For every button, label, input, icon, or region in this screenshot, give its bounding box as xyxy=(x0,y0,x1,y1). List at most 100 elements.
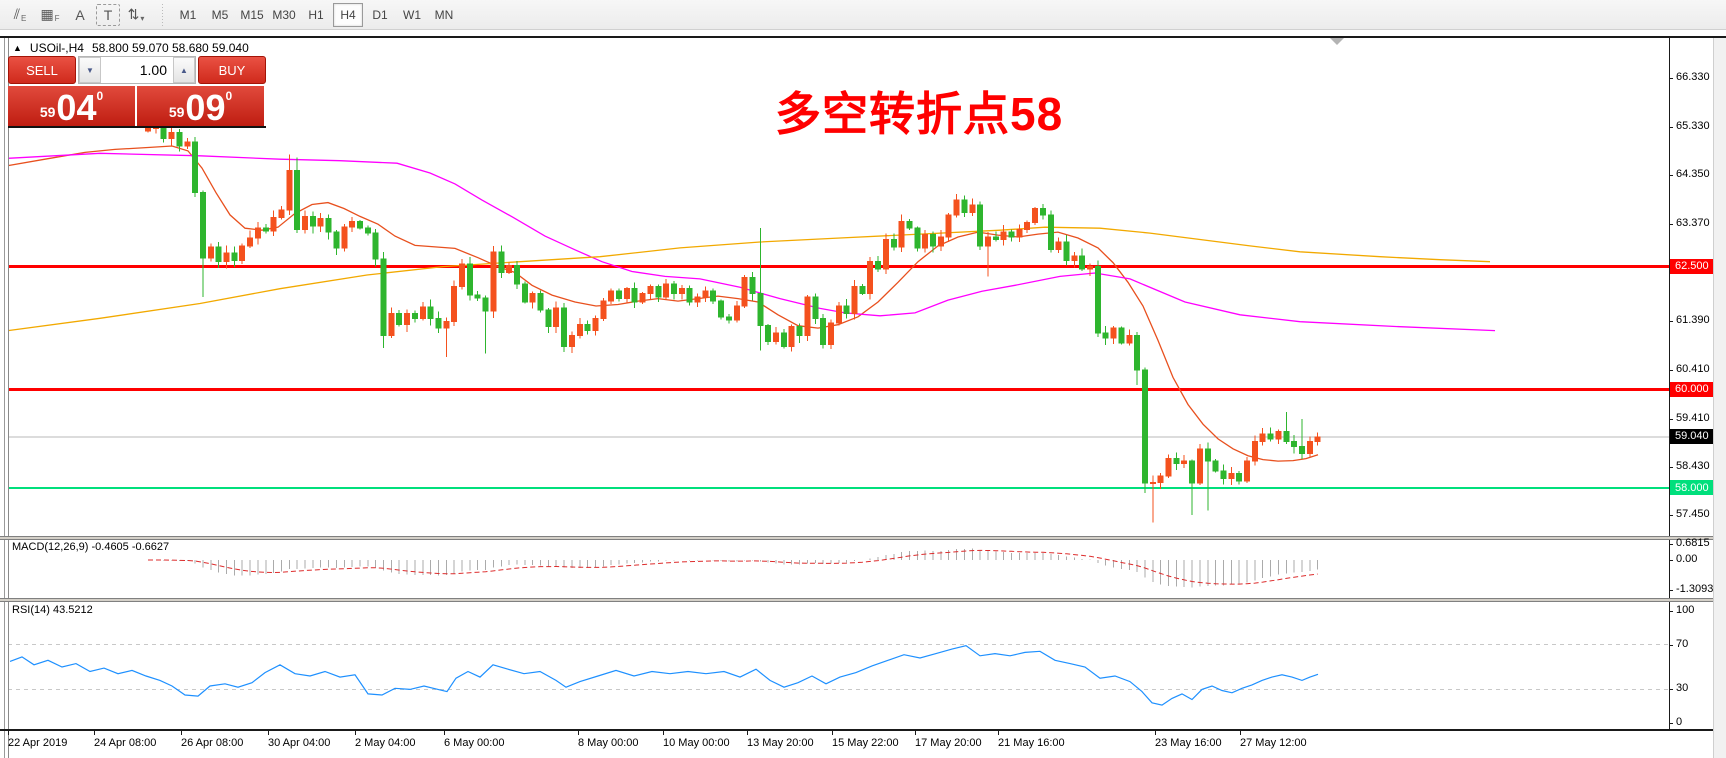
ma-slow-line xyxy=(7,226,1491,332)
price-axis-label: 64.350 xyxy=(1676,168,1710,181)
candle-body xyxy=(1298,445,1305,455)
candle-body xyxy=(1157,475,1164,483)
candle-body xyxy=(1087,266,1093,270)
bid-price-main: 59 xyxy=(39,104,56,120)
candle-body xyxy=(513,265,520,285)
candle-body xyxy=(545,309,552,328)
candle-body xyxy=(388,312,395,337)
arrows-dropdown-icon: ▾ xyxy=(140,14,145,23)
candle-body xyxy=(396,312,403,326)
price-tag-62.500: 62.500 xyxy=(1670,258,1720,274)
lines-tool-button[interactable]: ⫽ E xyxy=(6,2,34,28)
time-axis-border xyxy=(0,729,1714,731)
candle-body xyxy=(796,326,803,337)
candle-body xyxy=(1055,241,1062,250)
time-axis-label: 15 May 22:00 xyxy=(832,737,899,749)
tab-timeframe-m1[interactable]: M1 xyxy=(179,7,197,22)
candle-body xyxy=(278,209,285,218)
price-axis-label: 66.330 xyxy=(1676,71,1710,83)
symbol-title: USOil-,H4 xyxy=(29,41,84,55)
tab-timeframe-m15[interactable]: M15 xyxy=(240,7,264,22)
candle-body xyxy=(411,312,418,319)
candle-body xyxy=(207,246,214,259)
candle-body xyxy=(725,316,732,321)
candle-body xyxy=(247,237,254,247)
text-tool-button[interactable]: T xyxy=(96,3,120,26)
tab-timeframe-d1[interactable]: D1 xyxy=(372,7,388,22)
rsi-indicator-label: RSI(14) 43.5212 xyxy=(12,604,93,616)
macd-axis-tick xyxy=(1669,544,1673,546)
tab-timeframe-m30[interactable]: M30 xyxy=(272,7,296,22)
tab-timeframe-h4[interactable]: H4 xyxy=(333,2,363,27)
candle-body xyxy=(718,300,725,318)
candle-body xyxy=(372,232,379,260)
rsi-value: 43.5212 xyxy=(52,604,93,616)
time-axis-label: 21 May 16:00 xyxy=(998,737,1065,749)
price-axis-tick xyxy=(1669,418,1673,420)
price-axis-border xyxy=(1669,38,1670,729)
text-label-icon: A xyxy=(75,6,85,23)
ask-price-box[interactable]: 59 09 0 xyxy=(137,86,264,126)
time-axis-tick xyxy=(181,731,182,735)
price-axis-tick xyxy=(1669,515,1673,517)
volume-input[interactable] xyxy=(101,57,173,83)
time-axis-tick xyxy=(94,731,95,735)
rsi-pane-separator[interactable] xyxy=(0,598,1714,602)
chart-window-border xyxy=(0,36,1726,38)
candle-body xyxy=(1275,431,1282,440)
candle-body xyxy=(270,216,277,232)
price-axis-label: 59.410 xyxy=(1676,411,1710,424)
vertical-scrollbar[interactable] xyxy=(1713,38,1726,758)
candle-body xyxy=(1016,229,1023,238)
candle-body xyxy=(608,290,615,302)
candle-body xyxy=(992,236,999,241)
candle-body xyxy=(655,285,662,298)
candle-body xyxy=(788,326,795,347)
macd-axis-label: -1.3093 xyxy=(1676,583,1714,596)
sell-button[interactable]: SELL xyxy=(8,56,76,84)
text-label-tool-button[interactable]: A xyxy=(66,2,94,28)
fibo-grid-tool-button[interactable]: ▦ F xyxy=(36,2,64,28)
bid-price-box[interactable]: 59 04 0 xyxy=(8,86,135,126)
candle-body xyxy=(1047,214,1054,250)
time-axis-tick xyxy=(268,731,269,735)
candle-body xyxy=(1079,255,1086,270)
rsi-axis-label: 100 xyxy=(1676,604,1695,616)
time-axis-tick xyxy=(998,731,999,735)
candle-body xyxy=(568,335,575,347)
candle-body xyxy=(773,332,779,342)
candle-body xyxy=(553,307,560,328)
collapse-icon[interactable]: ▲ xyxy=(13,43,22,53)
candle-body xyxy=(827,322,834,345)
tab-timeframe-m5[interactable]: M5 xyxy=(211,7,229,22)
price-axis-label: 63.370 xyxy=(1676,216,1710,229)
time-axis-tick xyxy=(747,731,748,735)
candle-body xyxy=(930,234,936,247)
tab-timeframe-mn[interactable]: MN xyxy=(434,7,454,22)
price-axis-label: 61.390 xyxy=(1676,314,1710,327)
macd-axis-tick xyxy=(1669,560,1673,561)
candle-body xyxy=(1094,266,1101,334)
one-click-trading-panel: SELL ▼ ▲ BUY 59 04 0 59 09 0 xyxy=(8,56,266,128)
volume-increase-button[interactable]: ▲ xyxy=(173,57,195,83)
candle-body xyxy=(239,245,246,262)
candle-body xyxy=(710,290,717,302)
tab-timeframe-w1[interactable]: W1 xyxy=(403,7,421,22)
candle-body xyxy=(223,252,230,263)
bid-price-big: 04 xyxy=(56,86,97,128)
macd-pane-separator[interactable] xyxy=(0,536,1714,540)
buy-button[interactable]: BUY xyxy=(198,56,266,84)
candle-body xyxy=(592,317,599,332)
tab-timeframe-h1[interactable]: H1 xyxy=(308,7,324,22)
candle-body xyxy=(631,288,638,303)
time-axis-label: 22 Apr 2019 xyxy=(8,737,68,749)
candle-body xyxy=(419,306,426,319)
candle-body xyxy=(780,332,787,347)
candle-body xyxy=(945,214,952,238)
arrows-tool-button[interactable]: ⇅ ▾ xyxy=(122,2,150,28)
macd-axis-tick xyxy=(1669,590,1673,592)
candle-body xyxy=(961,199,968,213)
volume-decrease-button[interactable]: ▼ xyxy=(79,57,101,83)
candle-body xyxy=(875,261,882,270)
